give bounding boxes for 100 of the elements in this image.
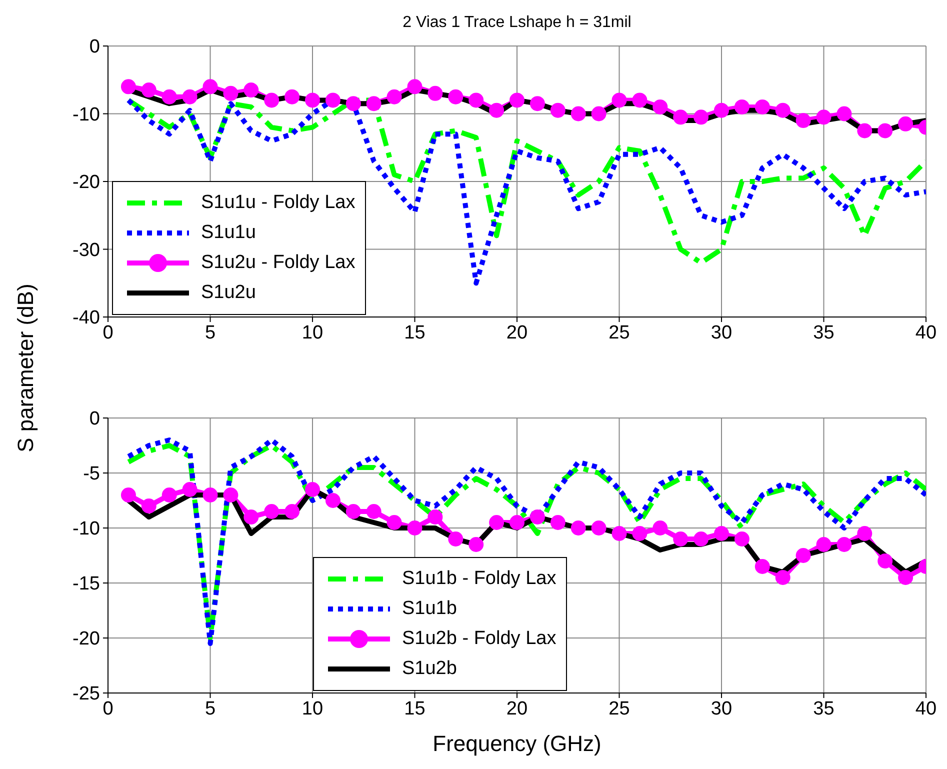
point bbox=[816, 110, 832, 125]
point bbox=[468, 537, 484, 552]
point bbox=[223, 86, 238, 101]
point bbox=[857, 526, 872, 541]
point bbox=[612, 92, 627, 108]
legend-label: S1u2b bbox=[402, 657, 457, 681]
point bbox=[120, 79, 136, 94]
point bbox=[386, 515, 402, 530]
point bbox=[407, 520, 422, 536]
point bbox=[652, 520, 668, 536]
x-tick-label: 25 bbox=[608, 322, 630, 344]
x-tick-label: 15 bbox=[404, 322, 426, 344]
point bbox=[754, 99, 770, 114]
point bbox=[591, 520, 606, 536]
point bbox=[202, 79, 218, 94]
x-tick-label: 25 bbox=[608, 698, 630, 720]
point bbox=[570, 520, 586, 536]
point bbox=[366, 96, 382, 112]
y-tick-label: 0 bbox=[89, 36, 100, 58]
y-axis-title: S parameter (dB) bbox=[13, 284, 39, 452]
point bbox=[694, 532, 709, 546]
legend-label: S1u1u - Foldy Lax bbox=[201, 191, 356, 215]
point bbox=[796, 113, 811, 128]
y-tick-label: -10 bbox=[72, 518, 100, 540]
x-tick-label: 5 bbox=[204, 322, 216, 344]
point bbox=[489, 102, 504, 118]
point bbox=[284, 504, 300, 519]
point bbox=[754, 559, 770, 574]
legend-label: S1u2b - Foldy Lax bbox=[402, 627, 556, 651]
point bbox=[386, 89, 402, 104]
point bbox=[673, 532, 688, 546]
point bbox=[244, 82, 259, 98]
point bbox=[775, 102, 790, 118]
point bbox=[694, 110, 709, 125]
point bbox=[264, 504, 280, 519]
point bbox=[202, 488, 218, 502]
point bbox=[632, 526, 648, 541]
point bbox=[284, 89, 300, 104]
point bbox=[264, 92, 280, 108]
point bbox=[734, 99, 750, 114]
point bbox=[346, 96, 361, 112]
point bbox=[182, 482, 198, 497]
x-tick-label: 35 bbox=[813, 322, 834, 344]
point bbox=[223, 488, 238, 502]
point bbox=[652, 99, 668, 114]
point bbox=[428, 510, 443, 524]
point bbox=[673, 110, 688, 125]
point bbox=[428, 86, 443, 101]
point bbox=[612, 526, 627, 541]
point bbox=[489, 515, 504, 530]
x-tick-label: 5 bbox=[204, 698, 216, 720]
point bbox=[182, 89, 198, 104]
point bbox=[836, 537, 852, 552]
point bbox=[570, 106, 586, 122]
point bbox=[305, 92, 320, 108]
y-tick-label: -20 bbox=[72, 172, 100, 194]
point bbox=[530, 96, 545, 112]
point bbox=[510, 515, 524, 530]
point bbox=[857, 123, 872, 138]
point bbox=[816, 537, 832, 552]
point bbox=[775, 570, 790, 585]
x-tick-label: 10 bbox=[302, 322, 324, 344]
y-tick-label: -20 bbox=[72, 628, 100, 650]
point bbox=[325, 92, 340, 108]
point bbox=[734, 532, 750, 546]
point bbox=[468, 92, 484, 108]
point bbox=[796, 548, 811, 563]
point bbox=[898, 116, 914, 132]
point bbox=[244, 510, 259, 524]
y-tick-label: -5 bbox=[83, 464, 100, 485]
x-tick-label: 20 bbox=[506, 698, 528, 720]
point bbox=[162, 89, 177, 104]
x-tick-label: 0 bbox=[102, 322, 114, 344]
point bbox=[346, 504, 361, 519]
point bbox=[530, 510, 545, 524]
x-tick-label: 0 bbox=[102, 698, 114, 720]
point bbox=[407, 79, 422, 94]
y-tick-label: 0 bbox=[89, 408, 100, 430]
point bbox=[305, 482, 320, 497]
point bbox=[325, 493, 340, 508]
x-tick-label: 30 bbox=[710, 322, 732, 344]
legend-label: S1u2u - Foldy Lax bbox=[201, 251, 356, 275]
legend-label: S1u1b - Foldy Lax bbox=[402, 567, 556, 591]
point bbox=[714, 102, 729, 118]
point bbox=[141, 82, 156, 98]
point bbox=[448, 89, 464, 104]
point bbox=[878, 554, 893, 568]
x-axis-title: Frequency (GHz) bbox=[432, 731, 602, 756]
point bbox=[448, 532, 464, 546]
chart-title: 2 Vias 1 Trace Lshape h = 31mil bbox=[402, 14, 632, 32]
point bbox=[714, 526, 729, 541]
y-tick-label: -25 bbox=[72, 684, 100, 705]
point bbox=[366, 504, 382, 519]
legend-label: S1u1b bbox=[402, 597, 457, 621]
x-tick-label: 30 bbox=[710, 698, 732, 720]
point bbox=[510, 92, 524, 108]
y-tick-label: -15 bbox=[72, 574, 100, 595]
point bbox=[878, 123, 893, 138]
point bbox=[836, 106, 852, 122]
y-tick-label: -30 bbox=[72, 240, 100, 261]
